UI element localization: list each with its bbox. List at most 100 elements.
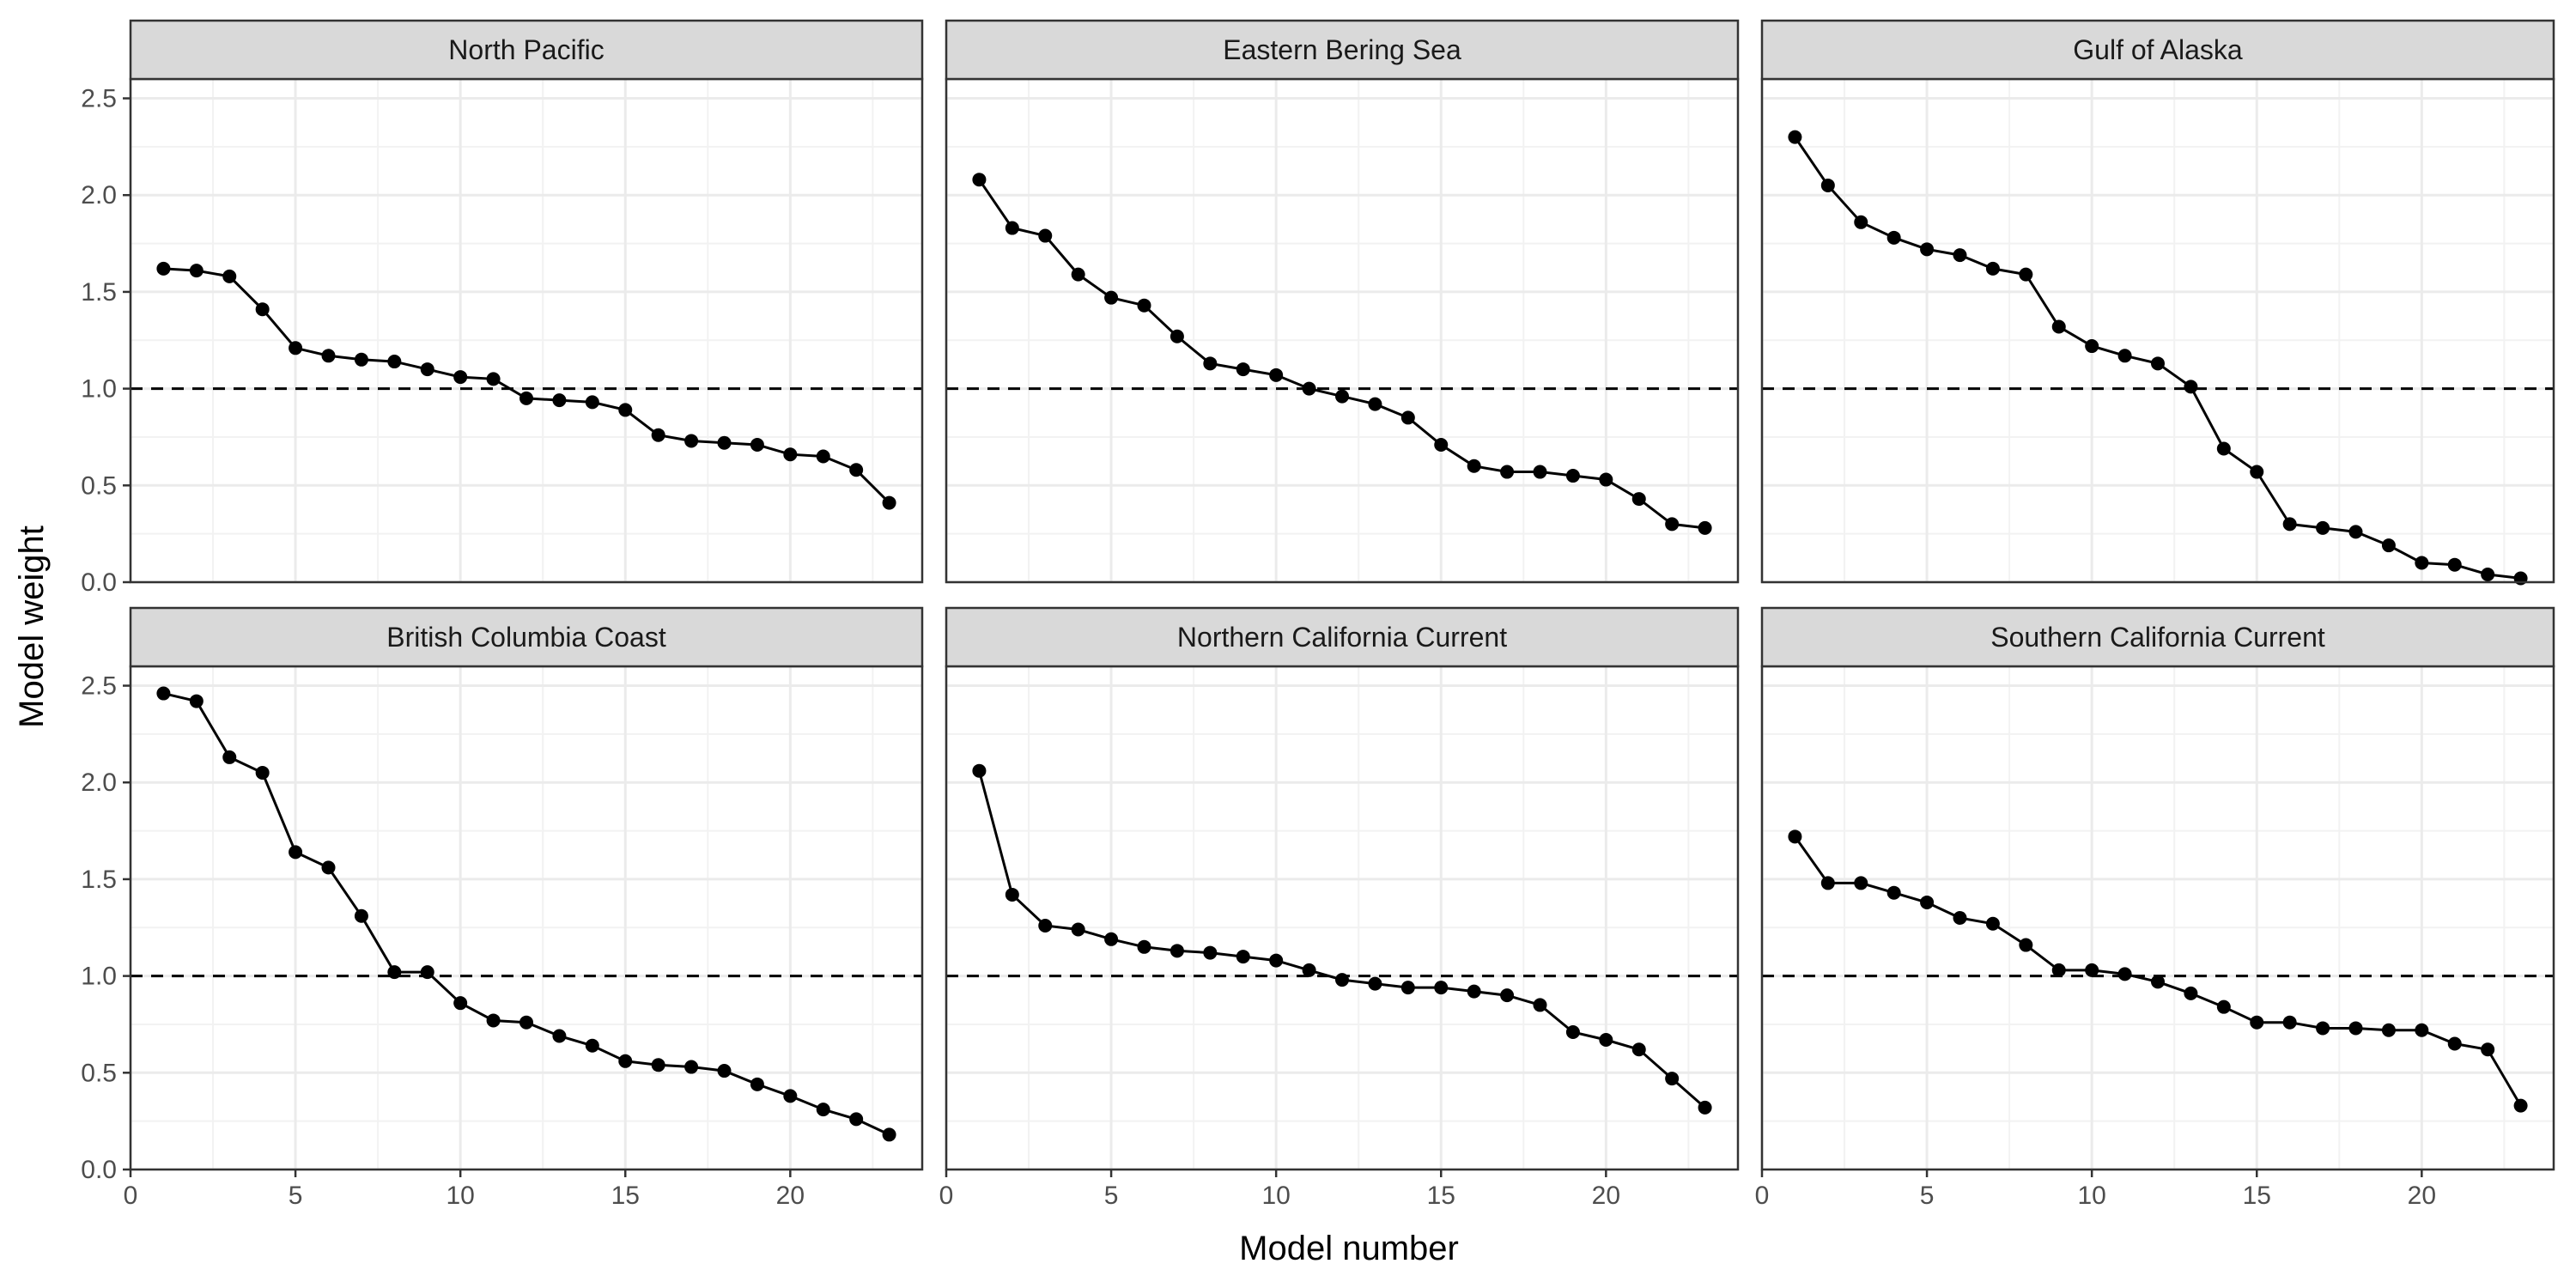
data-point [420, 362, 434, 377]
x-tick-label: 15 [611, 1182, 640, 1210]
data-point [1631, 1042, 1646, 1057]
data-point [1335, 389, 1349, 404]
data-point [1071, 922, 1085, 937]
data-point [1467, 459, 1481, 473]
facet-strip [945, 19, 1740, 81]
data-point [1698, 1100, 1712, 1115]
x-tick-label: 15 [1427, 1182, 1455, 1210]
data-point [1985, 916, 2000, 931]
facet-panel: British Columbia Coast 0.0 0.5 1.0 1.5 2.0 2.5… [81, 606, 924, 1210]
facet-strip [129, 19, 924, 81]
data-point [1005, 887, 1019, 902]
data-point [585, 395, 599, 410]
y-axis-title: Model weight [13, 526, 51, 728]
data-point [2481, 1042, 2495, 1057]
facet-panel: North Pacific 0.0 0.5 1.0 1.5 2.0 2.5 [81, 19, 924, 597]
data-point [816, 449, 830, 464]
data-point [2282, 1015, 2297, 1030]
data-point [1038, 919, 1053, 933]
data-point [321, 349, 336, 363]
data-point [2348, 1021, 2363, 1036]
data-point [222, 750, 237, 764]
data-point [2316, 520, 2330, 535]
data-point [2085, 963, 2099, 977]
data-point [552, 1029, 567, 1043]
data-point [1434, 437, 1449, 452]
x-tick-label: 15 [2243, 1182, 2271, 1210]
data-point [1920, 895, 1935, 909]
x-tick-label: 5 [1920, 1182, 1935, 1210]
data-point [1854, 215, 1868, 229]
data-point [387, 965, 402, 980]
x-tick-label: 5 [289, 1182, 303, 1210]
data-point [2051, 319, 2066, 334]
data-point [2184, 380, 2198, 394]
facet-strip-label: North Pacific [448, 34, 604, 65]
data-point [1434, 981, 1449, 995]
data-point [750, 437, 764, 452]
data-point [2051, 963, 2066, 977]
data-point [453, 996, 468, 1011]
data-point [1788, 829, 1802, 844]
data-point [2250, 1015, 2264, 1030]
y-tick-label: 0.0 [81, 1156, 117, 1184]
panel-background [946, 666, 1738, 1170]
x-tick-label: 20 [1592, 1182, 1620, 1210]
data-point [2151, 356, 2165, 371]
y-tick-label: 0.5 [81, 1059, 117, 1087]
data-point [1665, 517, 1680, 532]
data-point [1920, 242, 1935, 257]
x-tick-label: 0 [939, 1182, 954, 1210]
data-point [717, 435, 732, 450]
data-point [1203, 356, 1218, 371]
data-point [1599, 1032, 1613, 1047]
data-point [1368, 976, 1382, 991]
data-point [849, 1112, 864, 1127]
data-point [2117, 349, 2132, 363]
data-point [1203, 945, 1218, 960]
panel-background [131, 79, 922, 582]
facet-panels: North Pacific 0.0 0.5 1.0 1.5 2.0 2.5 Eastern B… [81, 19, 2555, 1210]
data-point [255, 765, 270, 780]
data-point [1335, 973, 1349, 987]
data-point [1236, 362, 1250, 377]
y-tick-label: 0.0 [81, 568, 117, 597]
y-tick-label: 1.0 [81, 963, 117, 991]
y-tick-label: 2.5 [81, 672, 117, 701]
data-point [1886, 230, 1901, 245]
data-point [2481, 567, 2495, 581]
data-point [289, 341, 303, 355]
data-point [783, 1089, 798, 1103]
data-point [2019, 267, 2033, 282]
data-point [1071, 267, 1085, 282]
x-tick-label: 10 [1261, 1182, 1290, 1210]
data-point [585, 1038, 599, 1053]
data-point [2447, 557, 2462, 572]
data-point [1953, 911, 1967, 925]
x-tick-label: 20 [2408, 1182, 2436, 1210]
y-tick-label: 1.5 [81, 278, 117, 307]
data-point [1400, 981, 1415, 995]
data-point [1599, 472, 1613, 487]
data-point [1565, 469, 1580, 483]
data-point [1005, 221, 1019, 235]
data-point [684, 1060, 699, 1074]
data-point [519, 1015, 533, 1030]
data-point [1137, 939, 1151, 954]
data-point [2151, 975, 2165, 989]
facet-strip-label: Gulf of Alaska [2073, 34, 2243, 65]
data-point [2250, 465, 2264, 479]
facet-strip [1760, 19, 2555, 81]
panel-background [131, 666, 922, 1170]
x-tick-label: 0 [1755, 1182, 1770, 1210]
facet-strip-label: Northern California Current [1177, 622, 1507, 653]
facet-strip [945, 606, 1740, 668]
data-point [2085, 339, 2099, 354]
facet-panel: Southern California Current 0 5 10 15 20 [1755, 606, 2555, 1210]
data-point [519, 391, 533, 405]
data-point [1565, 1024, 1580, 1039]
data-point [1886, 885, 1901, 900]
data-point [354, 908, 368, 923]
data-point [1820, 876, 1835, 890]
